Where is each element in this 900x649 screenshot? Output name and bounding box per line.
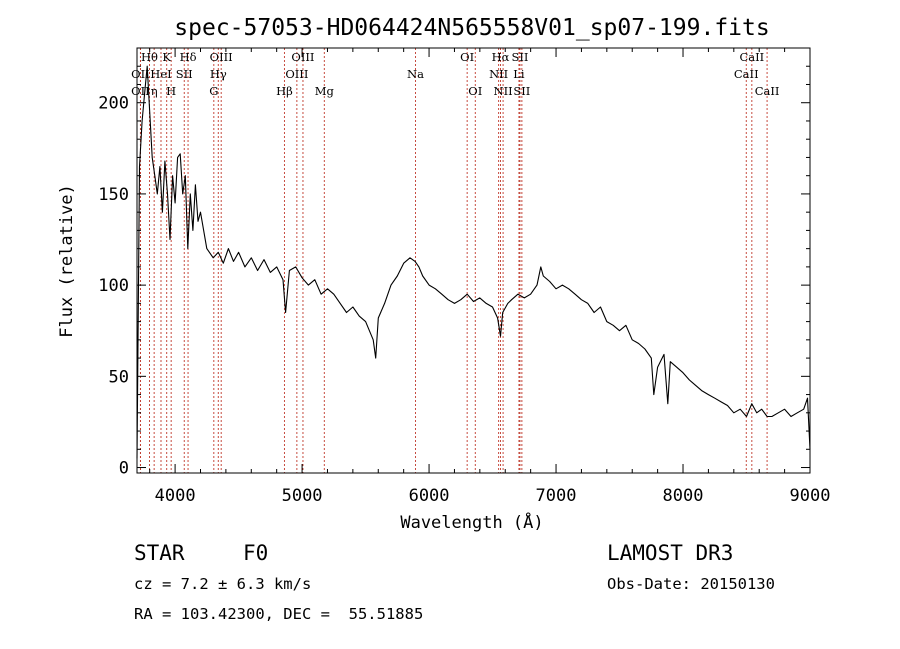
y-tick-label: 0 <box>119 459 129 479</box>
emission-line-label: Na <box>407 67 424 81</box>
y-axis-label: Flux (relative) <box>57 184 77 338</box>
x-tick-label: 7000 <box>536 486 577 506</box>
emission-line-label: H <box>166 84 176 98</box>
y-axis-ticks: 0 50 100 150 200 <box>98 65 810 479</box>
coordinates-info: RA = 103.42300, DEC = 55.51885 <box>134 605 423 623</box>
x-tick-label: 9000 <box>790 486 831 506</box>
y-tick-label: 100 <box>98 276 129 296</box>
chart-title: spec-57053-HD064424N565558V01_sp07-199.f… <box>174 15 769 41</box>
emission-line-label: Hθ <box>141 50 158 64</box>
emission-line-label: Hγ <box>210 67 227 81</box>
emission-line-label: SII <box>176 67 193 81</box>
x-tick-label: 6000 <box>409 486 450 506</box>
y-tick-label: 150 <box>98 185 129 205</box>
object-subclass: F0 <box>243 541 268 565</box>
spectrum-series-line <box>136 65 811 459</box>
emission-line-label: η <box>151 84 158 98</box>
emission-line-label: HeI <box>150 67 171 81</box>
y-tick-label: 200 <box>98 94 129 114</box>
emission-line-label: CaII <box>739 50 764 64</box>
emission-line-label: Hδ <box>180 50 197 64</box>
emission-line-label: OIII <box>291 50 314 64</box>
emission-line-label: Hα <box>492 50 510 64</box>
emission-line-label: Li <box>513 67 525 81</box>
emission-line-label: OII <box>131 84 150 98</box>
x-axis-ticks: 4000 5000 6000 7000 8000 9000 <box>149 48 831 506</box>
emission-line-markers <box>139 48 768 473</box>
obs-date: Obs-Date: 20150130 <box>607 575 775 593</box>
emission-line-label: SII <box>511 50 528 64</box>
emission-line-label: OI <box>468 84 482 98</box>
x-axis-label: Wavelength (Å) <box>400 511 543 533</box>
emission-line-label: G <box>209 84 218 98</box>
emission-line-label: OI <box>460 50 474 64</box>
x-tick-label: 8000 <box>663 486 704 506</box>
object-class: STAR <box>134 541 185 565</box>
emission-line-label: CaII <box>734 67 759 81</box>
emission-line-label: CaII <box>755 84 780 98</box>
emission-line-label: SII <box>513 84 530 98</box>
emission-line-label: OII <box>131 67 150 81</box>
emission-line-label: Mg <box>315 84 335 98</box>
emission-line-label: NII <box>489 67 508 81</box>
emission-line-label: K <box>162 50 171 64</box>
x-tick-label: 4000 <box>155 486 196 506</box>
emission-line-label: OIII <box>210 50 233 64</box>
emission-line-label: Hβ <box>276 84 293 98</box>
emission-line-label: NII <box>494 84 513 98</box>
survey-name: LAMOST DR3 <box>607 541 733 565</box>
x-tick-label: 5000 <box>282 486 323 506</box>
y-tick-label: 50 <box>109 367 129 387</box>
plot-frame <box>136 47 811 474</box>
emission-line-label: OIII <box>285 67 308 81</box>
redshift-info: cz = 7.2 ± 6.3 km/s <box>134 575 311 593</box>
